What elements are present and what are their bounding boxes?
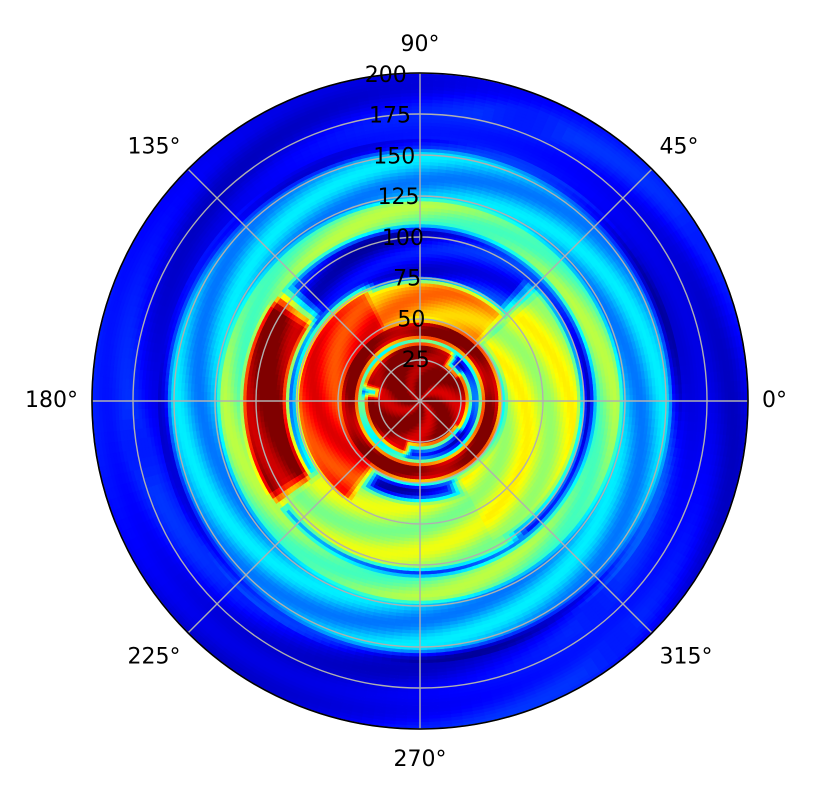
- polar-heatmap-chart: 0°45°90°135°180°225°270°315°255075100125…: [25, 32, 787, 772]
